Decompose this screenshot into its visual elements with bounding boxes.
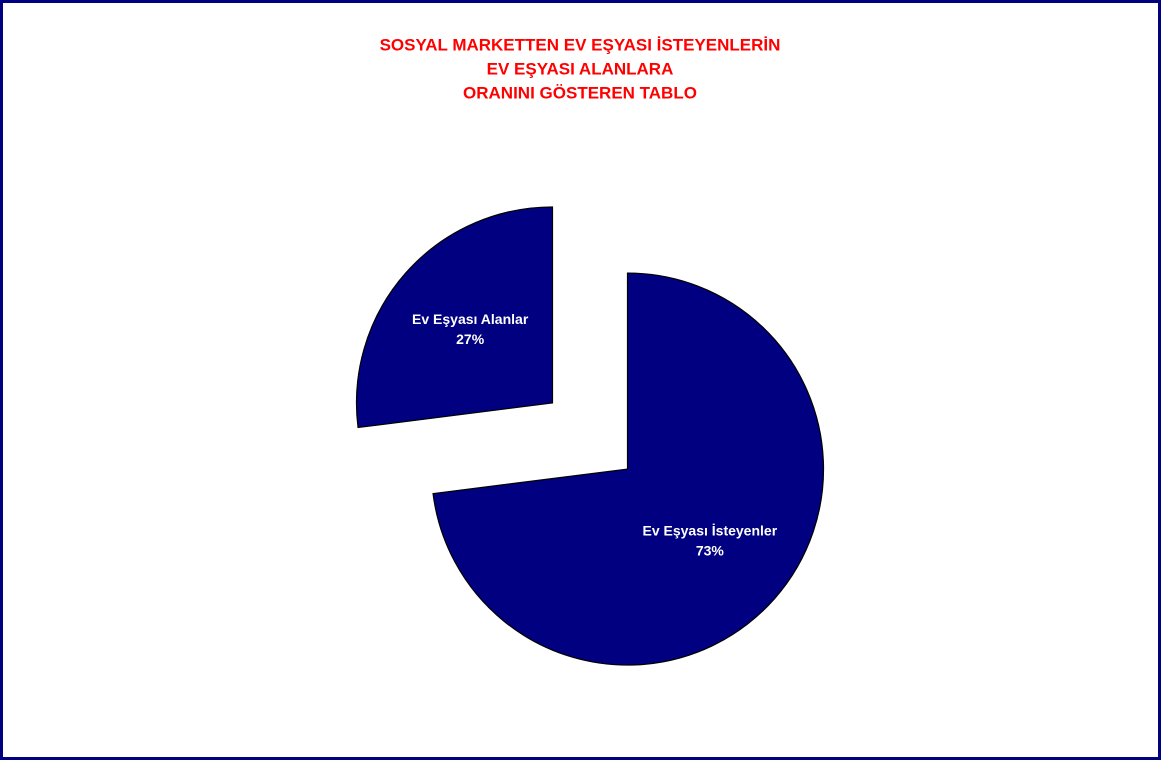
chart-title: SOSYAL MARKETTEN EV EŞYASI İSTEYENLERİN	[380, 35, 781, 54]
pie-slice	[432, 272, 825, 666]
slice-value: 73%	[696, 542, 725, 558]
slice-value: 27%	[456, 331, 485, 347]
slice-label: Ev Eşyası Alanlar	[412, 311, 529, 327]
pie-slice	[355, 206, 554, 429]
chart-title: EV EŞYASI ALANLARA	[487, 59, 674, 78]
slice-label: Ev Eşyası İsteyenler	[643, 522, 778, 538]
chart-title: ORANINI GÖSTEREN TABLO	[463, 83, 697, 102]
